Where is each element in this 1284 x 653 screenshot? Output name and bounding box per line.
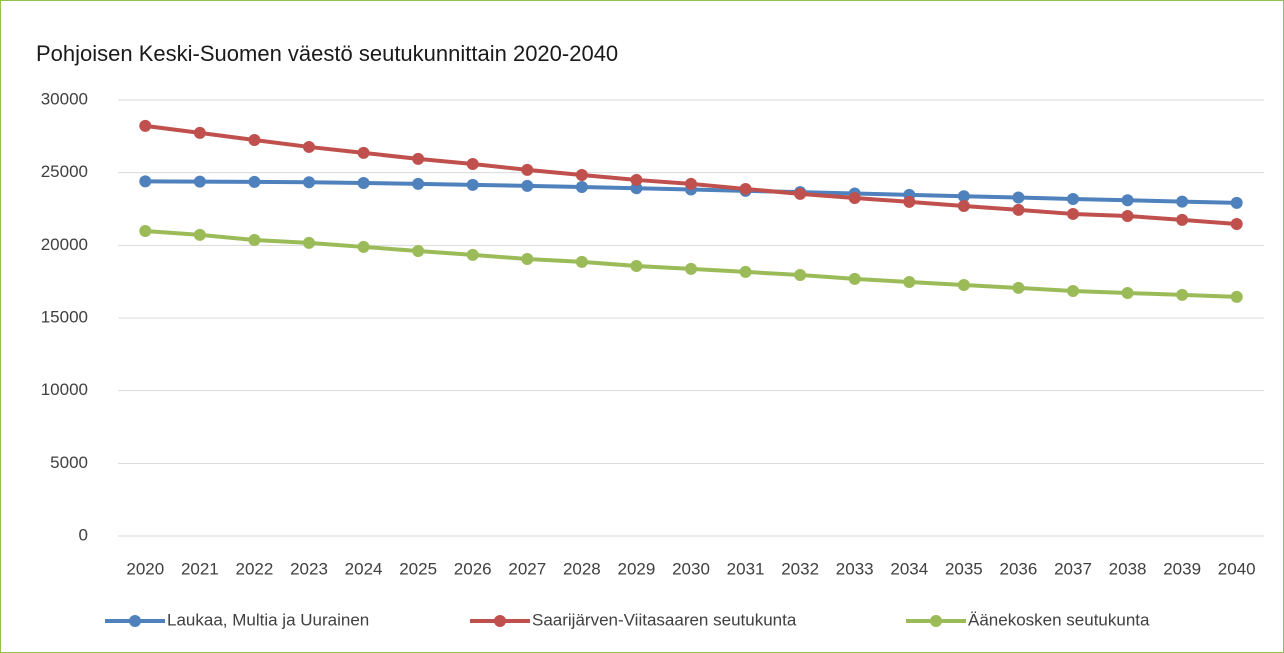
data-point [303,140,315,153]
x-tick-label: 2024 [345,559,383,578]
data-point [1230,217,1243,230]
legend-entry: Äänekosken seutukunta [906,610,1150,629]
y-tick-label: 25000 [41,162,88,181]
data-point [1012,203,1025,216]
data-point [794,187,807,200]
data-point [357,176,370,189]
x-tick-label: 2021 [181,559,219,578]
data-point [248,175,261,188]
legend-entry: Saarijärven-Viitasaaren seutukunta [470,610,797,629]
data-point [739,182,752,195]
x-tick-label: 2026 [454,559,492,578]
data-point [739,265,752,278]
y-tick-label: 10000 [41,380,88,399]
x-tick-label: 2040 [1218,559,1256,578]
data-point [412,245,425,258]
data-point [685,262,697,275]
data-point [521,252,534,265]
data-point [303,236,315,249]
data-point [248,233,261,246]
x-tick-label: 2034 [890,559,928,578]
data-point [1230,196,1243,209]
data-point [303,176,315,189]
data-point [1121,209,1134,222]
x-tick-label: 2029 [618,559,656,578]
x-tick-label: 2030 [672,559,710,578]
x-tick-label: 2023 [290,559,328,578]
legend-label: Laukaa, Multia ja Uurainen [167,610,369,629]
y-tick-label: 5000 [50,453,88,472]
x-tick-label: 2022 [236,559,274,578]
legend-marker [930,615,942,627]
legend-entry: Laukaa, Multia ja Uurainen [105,610,369,629]
x-tick-label: 2027 [508,559,546,578]
data-point [357,240,370,253]
y-tick-label: 30000 [41,89,88,108]
data-point [903,195,916,208]
data-point [412,177,425,190]
data-point [139,224,152,237]
legend-marker [494,615,506,627]
y-tick-label: 20000 [41,235,88,254]
data-point [1121,194,1134,207]
data-point [957,190,970,203]
data-point [575,181,588,194]
data-point [357,146,370,159]
y-tick-label: 15000 [41,307,88,326]
data-point [794,268,807,281]
data-point [1067,192,1079,205]
data-point [575,255,588,268]
data-point [848,272,861,285]
data-point [1067,207,1079,220]
x-tick-label: 2037 [1054,559,1092,578]
data-point [1121,287,1134,300]
data-point [466,248,479,261]
data-point [685,177,697,190]
data-point [412,152,425,165]
x-tick-label: 2031 [727,559,765,578]
data-point [521,179,534,192]
data-point [630,182,643,195]
x-tick-label: 2020 [126,559,164,578]
data-point [903,275,916,288]
data-point [957,199,970,212]
data-point [575,168,588,181]
data-point [193,175,206,188]
chart-title: Pohjoisen Keski-Suomen väestö seutukunni… [36,41,618,66]
data-point [1012,281,1025,294]
data-point [1176,213,1189,226]
x-tick-label: 2025 [399,559,437,578]
legend-label: Äänekosken seutukunta [968,610,1150,629]
x-tick-label: 2039 [1163,559,1201,578]
data-point [1067,284,1079,297]
x-tick-label: 2033 [836,559,874,578]
data-point [248,133,261,146]
data-point [521,163,534,176]
data-point [848,191,861,204]
y-tick-label: 0 [79,525,88,544]
legend-marker [129,615,141,627]
data-point [1176,288,1189,301]
x-tick-label: 2038 [1109,559,1147,578]
data-point [1012,191,1025,204]
data-point [193,228,206,241]
data-point [139,175,152,188]
data-point [466,157,479,170]
legend-label: Saarijärven-Viitasaaren seutukunta [532,610,797,629]
data-point [630,259,643,272]
x-tick-label: 2035 [945,559,983,578]
data-point [193,126,206,139]
data-point [1230,290,1243,303]
x-tick-label: 2028 [563,559,601,578]
data-point [630,173,643,186]
x-tick-label: 2032 [781,559,819,578]
data-point [1176,195,1189,208]
data-point [466,178,479,191]
data-point [139,119,152,132]
x-tick-label: 2036 [1000,559,1038,578]
data-point [957,279,970,292]
